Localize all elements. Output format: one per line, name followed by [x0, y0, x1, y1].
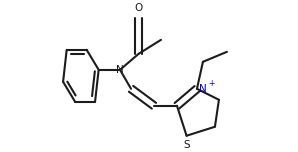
Text: S: S — [183, 140, 190, 150]
Text: N: N — [116, 65, 124, 75]
Text: +: + — [208, 79, 214, 88]
Text: N: N — [199, 84, 207, 94]
Text: O: O — [134, 3, 143, 13]
